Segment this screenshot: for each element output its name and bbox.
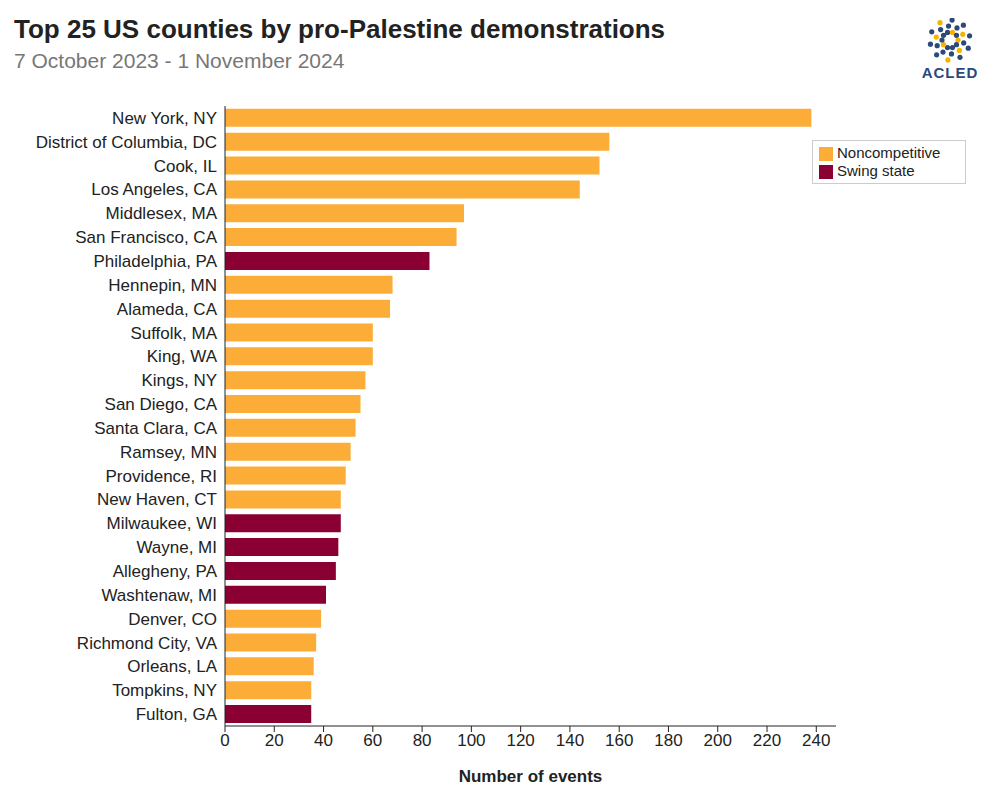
svg-text:Santa Clara, CA: Santa Clara, CA [94, 419, 217, 438]
svg-text:Fulton, GA: Fulton, GA [136, 705, 218, 724]
svg-text:220: 220 [753, 731, 781, 750]
svg-text:160: 160 [605, 731, 633, 750]
svg-text:180: 180 [654, 731, 682, 750]
svg-text:Kings, NY: Kings, NY [141, 371, 217, 390]
svg-text:King, WA: King, WA [147, 347, 218, 366]
svg-text:20: 20 [265, 731, 284, 750]
svg-text:New York, NY: New York, NY [112, 109, 217, 128]
svg-text:Providence, RI: Providence, RI [106, 467, 218, 486]
svg-text:40: 40 [314, 731, 333, 750]
svg-text:Cook, IL: Cook, IL [154, 157, 217, 176]
svg-text:Wayne, MI: Wayne, MI [136, 538, 217, 557]
svg-text:Number of events: Number of events [459, 767, 603, 786]
svg-text:200: 200 [704, 731, 732, 750]
svg-text:Middlesex, MA: Middlesex, MA [106, 204, 218, 223]
svg-text:Ramsey, MN: Ramsey, MN [120, 443, 217, 462]
html-text:Swing state: Swing state [837, 162, 915, 179]
svg-text:100: 100 [457, 731, 485, 750]
svg-text:Alameda, CA: Alameda, CA [117, 300, 218, 319]
html-text:ACLED: ACLED [921, 64, 979, 81]
html-text:7 October 2023 - 1 November 20: 7 October 2023 - 1 November 2024 [14, 49, 345, 72]
svg-text:Hennepin, MN: Hennepin, MN [108, 276, 217, 295]
svg-text:Los Angeles, CA: Los Angeles, CA [91, 180, 217, 199]
svg-text:San Diego, CA: San Diego, CA [105, 395, 218, 414]
svg-text:240: 240 [802, 731, 830, 750]
svg-text:Tompkins, NY: Tompkins, NY [112, 681, 217, 700]
svg-text:80: 80 [413, 731, 432, 750]
svg-text:District of Columbia, DC: District of Columbia, DC [36, 133, 217, 152]
svg-text:Philadelphia, PA: Philadelphia, PA [94, 252, 218, 271]
svg-text:Richmond City, VA: Richmond City, VA [77, 634, 218, 653]
html-text:Noncompetitive: Noncompetitive [837, 144, 941, 161]
svg-text:Suffolk, MA: Suffolk, MA [130, 324, 217, 343]
html-text:Top 25 US counties by pro-Pale: Top 25 US counties by pro-Palestine demo… [14, 14, 666, 44]
svg-text:Allegheny, PA: Allegheny, PA [113, 562, 218, 581]
svg-text:Orleans, LA: Orleans, LA [127, 657, 217, 676]
svg-text:Washtenaw, MI: Washtenaw, MI [101, 586, 217, 605]
svg-text:120: 120 [506, 731, 534, 750]
svg-text:60: 60 [363, 731, 382, 750]
svg-text:Denver, CO: Denver, CO [128, 610, 217, 629]
svg-text:Milwaukee, WI: Milwaukee, WI [106, 514, 217, 533]
svg-text:San Francisco, CA: San Francisco, CA [75, 228, 217, 247]
svg-text:0: 0 [220, 731, 229, 750]
svg-text:140: 140 [556, 731, 584, 750]
svg-text:New Haven, CT: New Haven, CT [97, 490, 217, 509]
